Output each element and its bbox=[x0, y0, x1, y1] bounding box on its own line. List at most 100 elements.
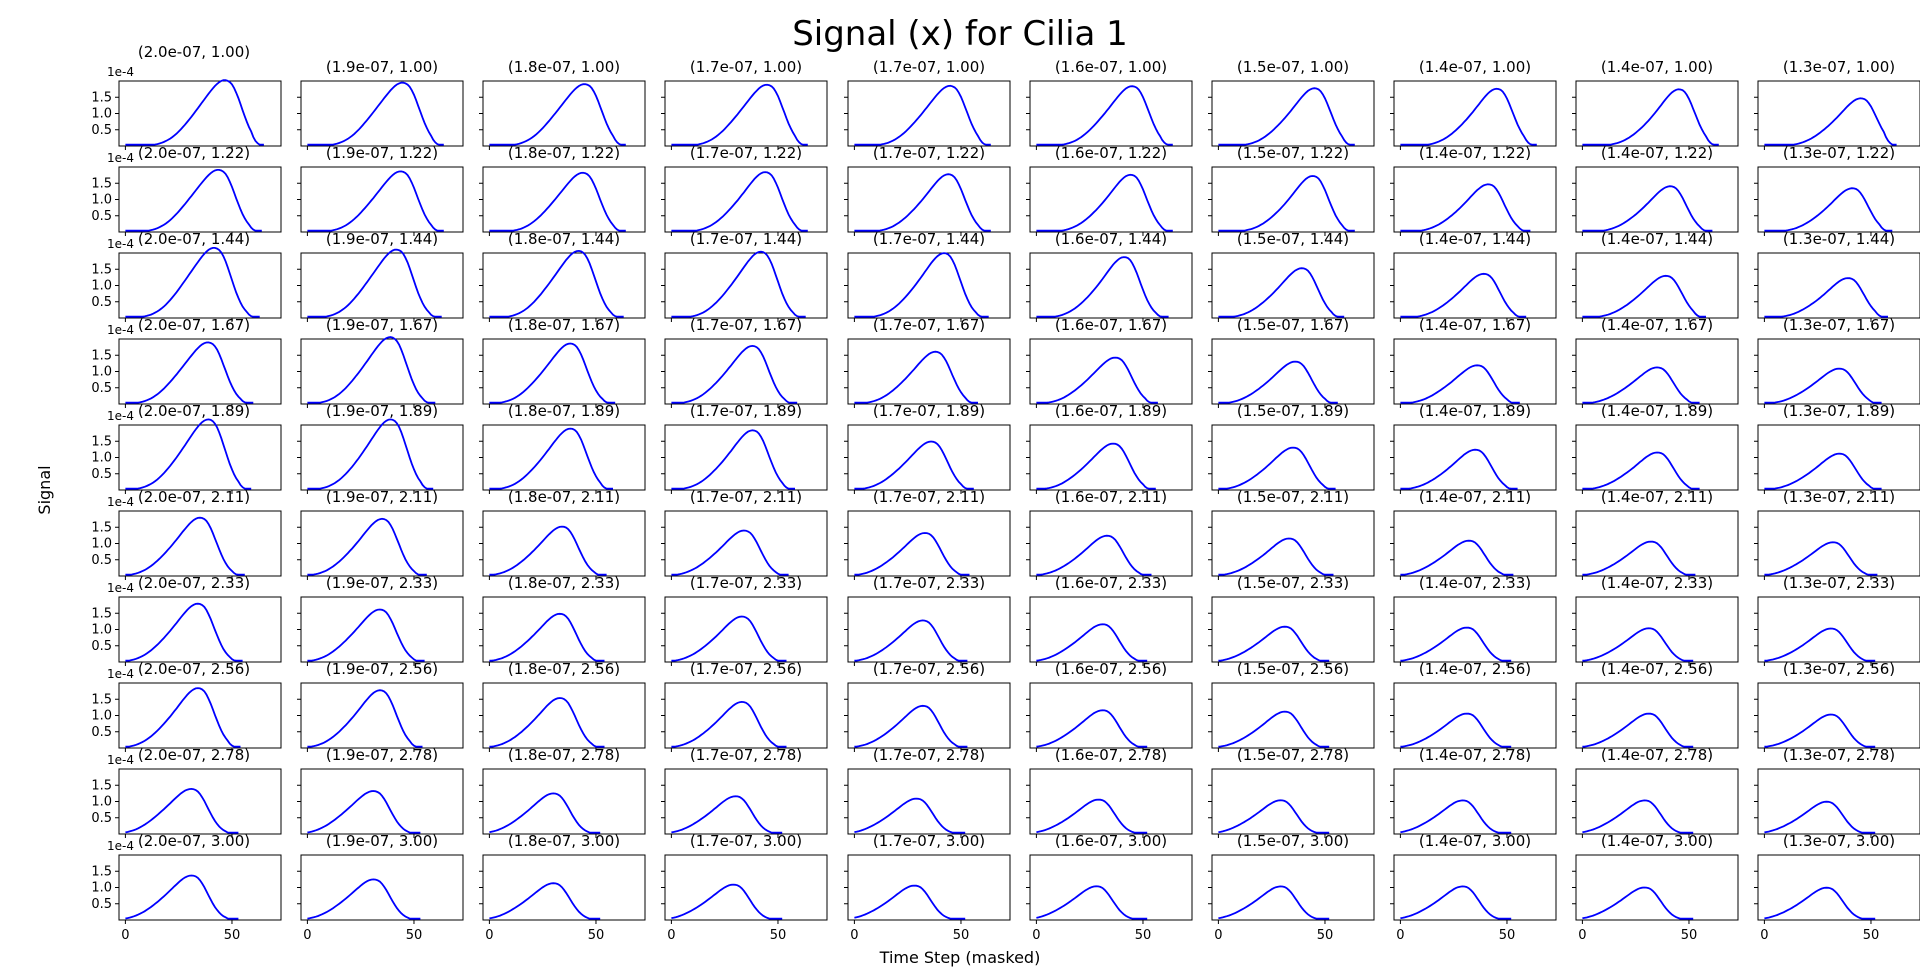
figure-title: Signal (x) for Cilia 1 bbox=[792, 14, 1128, 54]
signal-line bbox=[1764, 713, 1876, 748]
signal-line bbox=[1400, 364, 1520, 404]
panel-2-8: (1.4e-07, 1.44) bbox=[1572, 230, 1739, 322]
signal-line bbox=[1036, 534, 1152, 576]
panel-3-4: (1.7e-07, 1.67) bbox=[844, 316, 1011, 408]
y-tick-label: 1.0 bbox=[91, 537, 112, 552]
y-tick-label: 1.0 bbox=[91, 451, 112, 466]
panel-3-8: (1.4e-07, 1.67) bbox=[1572, 316, 1739, 408]
panel-2-5: (1.6e-07, 1.44) bbox=[1026, 230, 1193, 322]
signal-line bbox=[1400, 799, 1512, 834]
panel-5-1: (1.9e-07, 2.11) bbox=[297, 488, 464, 580]
panel-title: (1.4e-07, 2.78) bbox=[1419, 746, 1531, 764]
panel-frame bbox=[1575, 338, 1739, 405]
panel-frame bbox=[300, 854, 464, 921]
panel-title: (1.6e-07, 3.00) bbox=[1055, 832, 1167, 850]
panel-4-7: (1.4e-07, 1.89) bbox=[1390, 402, 1557, 494]
panel-title: (2.0e-07, 1.44) bbox=[138, 230, 250, 248]
panel-title: (1.4e-07, 1.00) bbox=[1419, 58, 1531, 76]
panel-0-2: (1.8e-07, 1.00) bbox=[479, 58, 646, 150]
panel-frame bbox=[1393, 596, 1557, 663]
signal-line bbox=[489, 882, 601, 920]
panel-frame bbox=[1575, 252, 1739, 319]
panel-frame bbox=[1029, 424, 1193, 491]
panel-frame bbox=[118, 510, 282, 577]
x-tick-label: 50 bbox=[953, 928, 970, 943]
signal-line bbox=[671, 344, 798, 404]
x-tick-label: 50 bbox=[406, 928, 423, 943]
panel-7-3: (1.7e-07, 2.56) bbox=[661, 660, 828, 752]
y-tick-label: 1.5 bbox=[91, 176, 112, 191]
y-tick-label: 0.5 bbox=[91, 295, 112, 310]
panel-frame bbox=[1575, 80, 1739, 147]
panel-title: (1.8e-07, 3.00) bbox=[508, 832, 620, 850]
signal-line bbox=[125, 602, 243, 662]
panel-title: (1.4e-07, 2.78) bbox=[1601, 746, 1713, 764]
x-tick-label: 0 bbox=[303, 928, 311, 943]
panel-title: (1.4e-07, 2.56) bbox=[1419, 660, 1531, 678]
panel-frame bbox=[300, 768, 464, 835]
y-offset-label: 1e-4 bbox=[107, 667, 134, 681]
panel-0-3: (1.7e-07, 1.00) bbox=[661, 58, 828, 150]
panel-title: (1.5e-07, 2.56) bbox=[1237, 660, 1349, 678]
y-tick-label: 1.0 bbox=[91, 709, 112, 724]
signal-line bbox=[1764, 187, 1893, 232]
panel-5-6: (1.5e-07, 2.11) bbox=[1208, 488, 1375, 580]
panel-title: (1.5e-07, 3.00) bbox=[1237, 832, 1349, 850]
y-tick-label: 1.0 bbox=[91, 279, 112, 294]
panel-title: (1.7e-07, 2.33) bbox=[873, 574, 985, 592]
signal-line bbox=[489, 249, 624, 318]
signal-line bbox=[854, 619, 968, 662]
signal-line bbox=[1036, 442, 1156, 490]
panel-9-0: (2.0e-07, 3.00) 0.51.0 1.5 1e-4 0 50 bbox=[91, 832, 282, 943]
y-tick-label: 0.5 bbox=[91, 553, 112, 568]
panel-frame bbox=[1757, 166, 1920, 233]
panel-title: (1.9e-07, 2.56) bbox=[326, 660, 438, 678]
signal-line bbox=[307, 248, 442, 318]
panel-frame bbox=[1757, 768, 1920, 835]
panel-title: (1.9e-07, 1.89) bbox=[326, 402, 438, 420]
panel-title: (1.4e-07, 3.00) bbox=[1601, 832, 1713, 850]
panel-frame bbox=[118, 424, 282, 491]
panel-frame bbox=[482, 338, 646, 405]
panel-title: (1.4e-07, 2.33) bbox=[1601, 574, 1713, 592]
panel-title: (1.4e-07, 3.00) bbox=[1419, 832, 1531, 850]
panel-title: (1.7e-07, 1.44) bbox=[873, 230, 985, 248]
panel-title: (1.7e-07, 1.22) bbox=[690, 144, 802, 162]
signal-line bbox=[1582, 799, 1694, 834]
panel-frame bbox=[847, 424, 1011, 491]
panel-frame bbox=[1575, 854, 1739, 921]
panel-title: (1.7e-07, 1.89) bbox=[690, 402, 802, 420]
signal-line bbox=[671, 795, 783, 834]
panel-0-4: (1.7e-07, 1.00) bbox=[844, 58, 1011, 150]
panel-8-7: (1.4e-07, 2.78) bbox=[1390, 746, 1557, 838]
y-offset-label: 1e-4 bbox=[107, 323, 134, 337]
panel-title: (1.7e-07, 1.89) bbox=[873, 402, 985, 420]
signal-line bbox=[1036, 709, 1148, 748]
panel-frame bbox=[1393, 854, 1557, 921]
panel-frame bbox=[1575, 166, 1739, 233]
x-tick-label: 0 bbox=[1214, 928, 1222, 943]
signal-line bbox=[125, 687, 241, 748]
y-axis-label: Signal bbox=[35, 465, 54, 514]
panel-frame bbox=[664, 682, 828, 749]
y-offset-label: 1e-4 bbox=[107, 581, 134, 595]
panel-title: (1.3e-07, 1.00) bbox=[1783, 58, 1895, 76]
panel-title: (1.4e-07, 1.89) bbox=[1419, 402, 1531, 420]
panel-7-5: (1.6e-07, 2.56) bbox=[1026, 660, 1193, 752]
y-tick-label: 0.5 bbox=[91, 725, 112, 740]
panel-frame bbox=[482, 682, 646, 749]
panel-0-6: (1.5e-07, 1.00) bbox=[1208, 58, 1375, 150]
panel-8-1: (1.9e-07, 2.78) bbox=[297, 746, 464, 838]
panel-1-2: (1.8e-07, 1.22) bbox=[479, 144, 646, 236]
signal-line bbox=[307, 81, 444, 146]
panel-1-6: (1.5e-07, 1.22) bbox=[1208, 144, 1375, 236]
panel-title: (1.7e-07, 1.00) bbox=[873, 58, 985, 76]
x-tick-label: 50 bbox=[770, 928, 787, 943]
panel-title: (1.8e-07, 2.56) bbox=[508, 660, 620, 678]
panel-1-0: (2.0e-07, 1.22) 0.51.0 1.5 1e-4 bbox=[91, 144, 282, 236]
signal-line bbox=[1036, 173, 1173, 232]
panel-1-7: (1.4e-07, 1.22) bbox=[1390, 144, 1557, 236]
panel-title: (2.0e-07, 3.00) bbox=[138, 832, 250, 850]
panel-7-8: (1.4e-07, 2.56) bbox=[1572, 660, 1739, 752]
signal-line bbox=[854, 84, 991, 146]
